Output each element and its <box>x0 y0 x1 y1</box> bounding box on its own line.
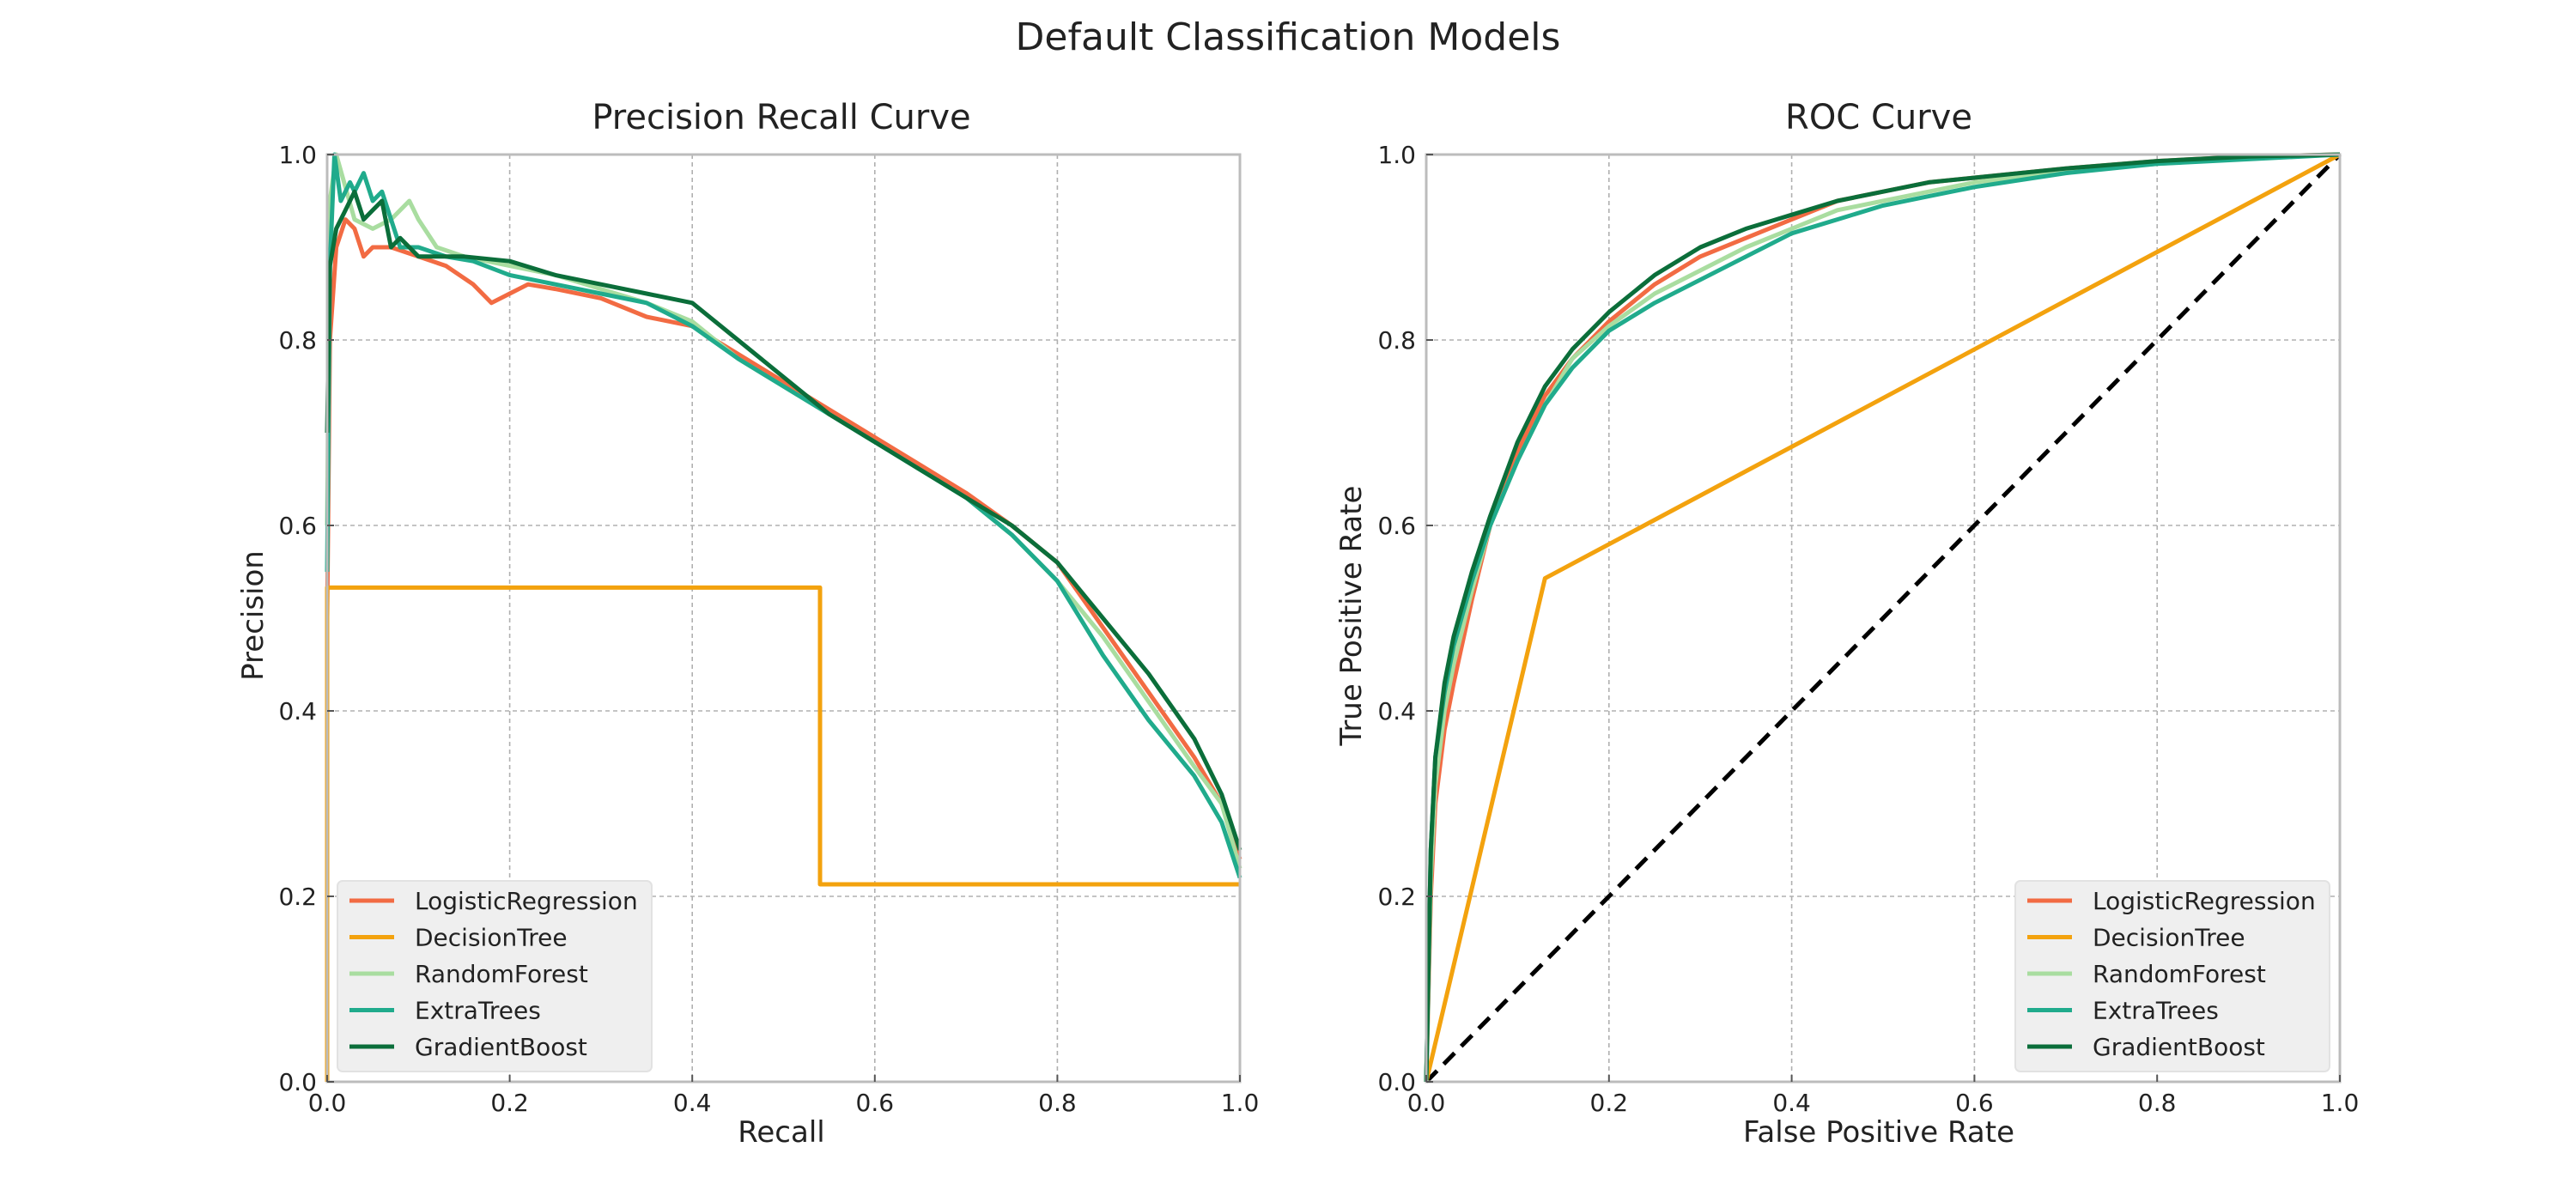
roc-legend-label: RandomForest <box>2093 960 2266 988</box>
pr-ytick-label: 1.0 <box>278 141 317 169</box>
roc-ytick-label: 0.2 <box>1377 883 1416 911</box>
roc-series-randomforest <box>1424 152 2341 1083</box>
roc-xtick-label: 0.2 <box>1590 1089 1629 1117</box>
roc-ytick-label: 0.8 <box>1377 326 1416 355</box>
pr-legend-label: LogisticRegression <box>415 887 638 915</box>
roc-series-decisiontree <box>1424 152 2342 1083</box>
pr-legend-box <box>337 880 653 1072</box>
roc-legend-box <box>2014 880 2330 1072</box>
roc-xtick-label: 1.0 <box>2321 1089 2360 1117</box>
roc-xlabel: False Positive Rate <box>1743 1115 2014 1150</box>
roc-xtick-label: 0.8 <box>2138 1089 2177 1117</box>
pr-legend-label: RandomForest <box>415 960 588 988</box>
pr-legend: LogisticRegression DecisionTree RandomFore… <box>337 880 653 1072</box>
pr-xlabel: Recall <box>738 1115 824 1150</box>
roc-chance-line <box>1425 153 2342 1084</box>
roc-series-gradientboost <box>1424 152 2341 1083</box>
roc-legend-label: ExtraTrees <box>2093 997 2219 1025</box>
pr-title: Precision Recall Curve <box>592 98 970 137</box>
roc-legend-label: DecisionTree <box>2093 924 2245 952</box>
roc-ytick-label: 0.6 <box>1377 512 1416 540</box>
roc-xtick-label: 0.4 <box>1772 1089 1811 1117</box>
pr-xtick-label: 0.2 <box>490 1089 529 1117</box>
roc-xtick-label: 0.6 <box>1955 1089 1994 1117</box>
pr-xtick-label: 0.4 <box>673 1089 712 1117</box>
figure-title: Default Classification Models <box>1016 15 1561 59</box>
pr-xtick-label: 0.8 <box>1038 1089 1077 1117</box>
precision-recall-panel: Precision Recall Curve Recall Precision … <box>236 98 1259 1150</box>
pr-ytick-label: 0.8 <box>278 326 317 355</box>
roc-panel: ROC Curve False Positive Rate True Posit… <box>1334 98 2359 1150</box>
pr-ytick-label: 0.6 <box>278 512 317 540</box>
roc-xtick-label: 0.0 <box>1407 1089 1446 1117</box>
pr-xtick-label: 1.0 <box>1221 1089 1260 1117</box>
roc-legend-label: LogisticRegression <box>2093 887 2316 915</box>
pr-ytick-label: 0.2 <box>278 883 317 911</box>
pr-ytick-label: 0.4 <box>278 697 317 725</box>
pr-legend-label: GradientBoost <box>415 1033 587 1061</box>
pr-legend-label: DecisionTree <box>415 924 568 952</box>
pr-axes-frame <box>325 153 1242 1084</box>
pr-ytick-label: 0.0 <box>278 1068 317 1096</box>
pr-xtick-label: 0.0 <box>308 1089 347 1117</box>
roc-axes-frame <box>1425 153 2342 1084</box>
pr-series-gradientboost <box>325 189 1242 851</box>
roc-ytick-label: 0.0 <box>1377 1068 1416 1096</box>
roc-legend-label: GradientBoost <box>2093 1033 2265 1061</box>
roc-title: ROC Curve <box>1785 98 1972 137</box>
roc-ylabel: True Positive Rate <box>1334 486 1369 747</box>
pr-xtick-label: 0.6 <box>856 1089 895 1117</box>
pr-legend-label: ExtraTrees <box>415 997 541 1025</box>
pr-ylabel: Precision <box>236 550 270 681</box>
roc-ytick-label: 0.4 <box>1377 697 1416 725</box>
roc-ytick-label: 1.0 <box>1377 141 1416 169</box>
roc-legend: LogisticRegression DecisionTree RandomFore… <box>2014 880 2330 1072</box>
